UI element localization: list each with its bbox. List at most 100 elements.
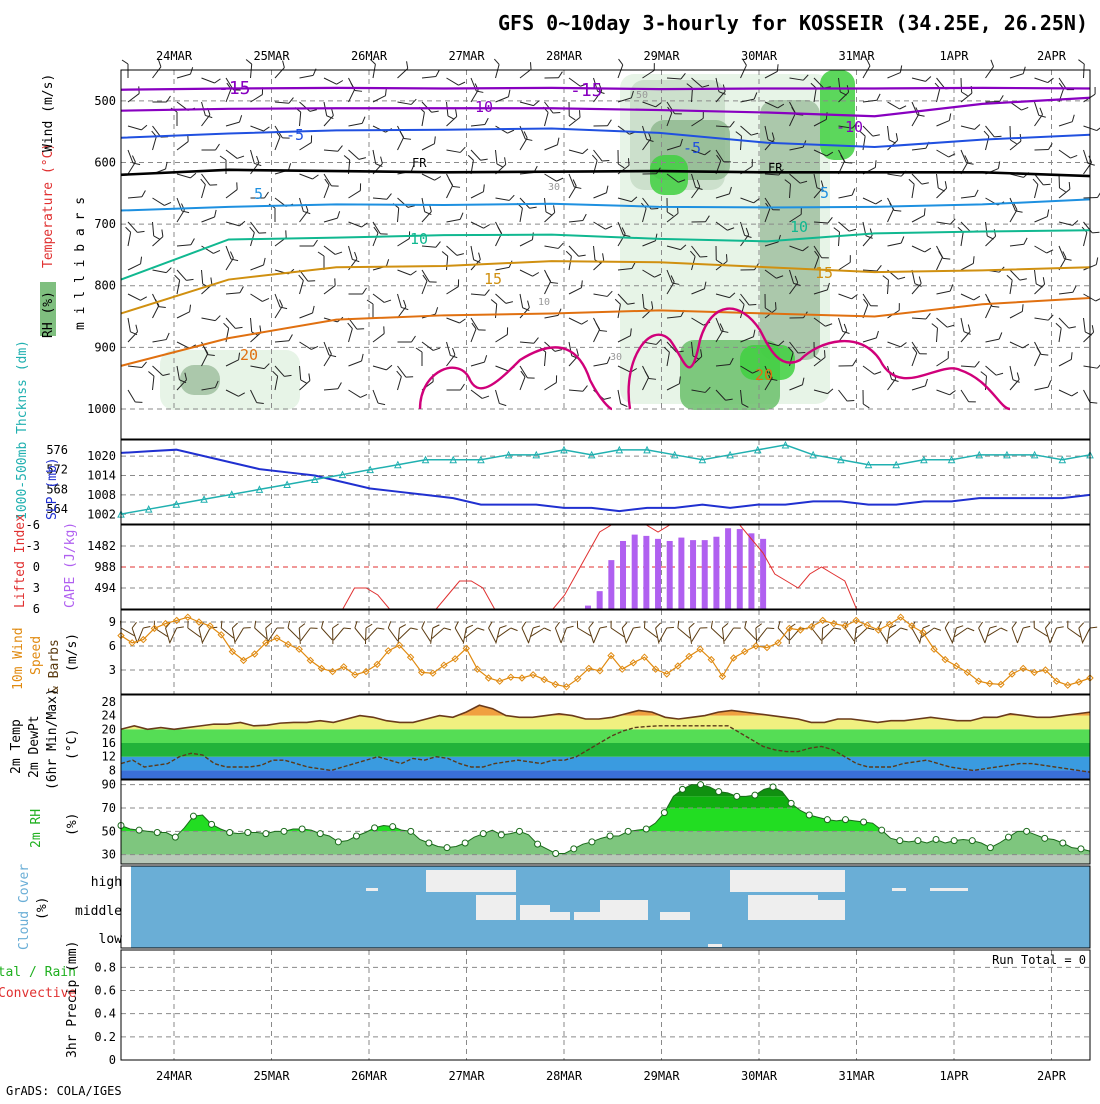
wind-barb <box>319 348 334 366</box>
barb-flag <box>621 403 628 408</box>
ylabel-rh2m-2: (%) <box>65 813 80 836</box>
barb-staff <box>300 313 313 318</box>
wind10m-barb <box>463 624 473 645</box>
label-m10-b: -10 <box>836 118 863 136</box>
barb-staff <box>888 280 889 294</box>
barb-staff <box>961 196 975 198</box>
barb-flag <box>961 92 967 96</box>
wind10m-barb <box>675 621 694 638</box>
slp-thickness-series <box>118 442 1093 517</box>
barb-flag <box>411 269 417 276</box>
barb-flag <box>504 327 511 334</box>
wind10m-barb <box>887 624 896 645</box>
barb-staff <box>422 112 424 126</box>
ylabel-precip-3: 3hr Precip (mm) <box>65 941 80 1058</box>
wind-barb <box>173 134 191 150</box>
barb-staff <box>1010 270 1020 280</box>
barb-flag <box>487 622 494 628</box>
wind-barb <box>468 184 487 198</box>
precip-ticks: 0.20.40.60.8 <box>94 960 116 1043</box>
wind-barb <box>958 256 977 270</box>
wind-barb <box>1035 269 1043 288</box>
wind-barb <box>297 306 316 318</box>
wind-barb <box>373 121 392 134</box>
barb-flag <box>996 371 1003 378</box>
wind-barb <box>937 243 951 262</box>
barb-flag <box>947 323 954 330</box>
barb-flag <box>558 72 562 78</box>
wind-barb <box>838 360 856 366</box>
barb-staff <box>1083 628 1090 642</box>
barb-flag <box>164 200 171 207</box>
barb-staff <box>937 88 940 102</box>
barb-flag <box>311 344 318 351</box>
barb-flag <box>165 333 170 340</box>
rh2m-point <box>535 841 541 847</box>
barb-staff <box>251 163 259 174</box>
barb-staff <box>399 628 411 639</box>
barb-flag <box>141 124 146 131</box>
cloud-clear-cell <box>520 905 550 920</box>
barb-staff <box>711 628 723 639</box>
barb-staff <box>128 162 135 174</box>
barb-flag <box>1006 275 1013 280</box>
barb-flag <box>125 227 132 232</box>
rh2m-point <box>444 845 450 851</box>
wind-barb <box>569 313 588 326</box>
barb-flag <box>922 180 929 187</box>
barb-flag <box>583 385 588 391</box>
wind-barb <box>931 251 944 270</box>
wind-barb <box>251 120 270 132</box>
barb-staff <box>1035 246 1047 253</box>
barb-staff <box>1035 217 1048 222</box>
barb-staff <box>937 257 943 270</box>
label-p10-b: 10 <box>790 218 808 236</box>
temp2m-tick: 16 <box>102 736 116 750</box>
barb-staff <box>398 208 399 222</box>
barb-staff <box>324 218 337 222</box>
barb-staff <box>1084 318 1086 332</box>
wind-barb <box>1004 275 1013 294</box>
cape-bar <box>585 606 591 609</box>
top-date-label: 31MAR <box>838 49 875 63</box>
barb-flag <box>1059 188 1065 192</box>
barb-staff <box>365 628 366 644</box>
wind-barb <box>1059 385 1078 398</box>
barb-flag <box>901 625 908 632</box>
wind-barb <box>398 336 416 342</box>
rh2m-tick: 70 <box>102 801 116 815</box>
barb-flag <box>406 374 413 381</box>
barb-flag <box>306 373 313 380</box>
barb-flag <box>898 275 905 282</box>
barb-staff <box>937 358 949 366</box>
barb-staff <box>961 232 963 246</box>
barb-flag <box>989 60 996 67</box>
wind-barb <box>398 362 414 380</box>
wind-barb <box>469 355 488 366</box>
wind-barb <box>520 96 539 106</box>
barb-staff <box>447 287 459 294</box>
wind10m-barb <box>692 625 708 645</box>
barb-staff <box>878 628 886 642</box>
barb-flag <box>310 306 316 313</box>
temp-band <box>121 770 1090 779</box>
wind-barb <box>592 357 611 366</box>
wind-barb <box>863 291 878 309</box>
barb-staff <box>545 246 559 248</box>
wind-barb <box>470 118 489 126</box>
barb-flag <box>459 80 466 87</box>
barb-staff <box>299 628 300 644</box>
barb-staff <box>545 198 546 212</box>
wind10m-barb <box>352 621 369 640</box>
barb-flag <box>896 303 903 310</box>
rh2m-point <box>190 813 196 819</box>
temp-band <box>121 757 1090 771</box>
barb-staff <box>1035 184 1038 198</box>
wind-barb <box>1035 170 1051 188</box>
wind10m-barb <box>1017 624 1030 645</box>
barb-flag <box>975 361 979 367</box>
barb-staff <box>961 366 975 367</box>
rh-band <box>121 796 1090 808</box>
wind-barb <box>349 146 366 163</box>
barb-staff <box>888 209 894 222</box>
